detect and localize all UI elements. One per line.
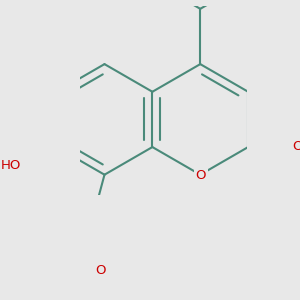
Text: HO: HO bbox=[1, 159, 21, 172]
Text: O: O bbox=[196, 169, 206, 182]
Text: O: O bbox=[95, 264, 106, 277]
Text: O: O bbox=[292, 140, 300, 153]
